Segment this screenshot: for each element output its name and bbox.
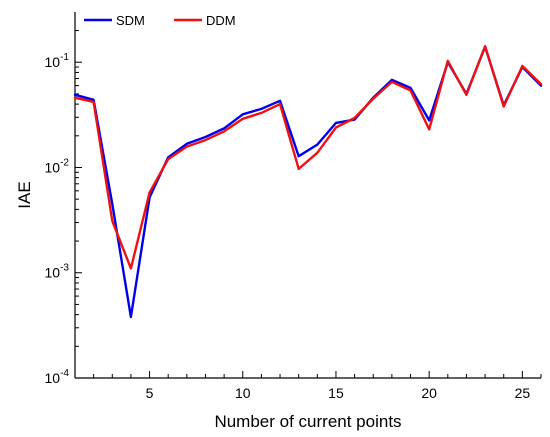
y-tick-label: 10-1 [45, 52, 70, 70]
legend-label-ddm: DDM [206, 13, 236, 28]
x-tick-label: 20 [421, 385, 437, 401]
y-tick-label: 10-3 [45, 263, 70, 281]
x-tick-label: 15 [328, 385, 344, 401]
y-tick-label: 10-4 [45, 368, 70, 386]
legend-label-sdm: SDM [116, 13, 145, 28]
series-layer [73, 45, 543, 319]
x-axis-title: Number of current points [214, 412, 401, 431]
axes: 5 10 15 20 25 10-4 10-3 10-2 10-1 [45, 12, 542, 401]
x-tick-label: 10 [235, 385, 251, 401]
series-line-ddm [73, 45, 543, 270]
series-line-sdm [73, 45, 543, 319]
x-tick-label: 25 [515, 385, 531, 401]
y-tick-label: 10-2 [45, 157, 70, 175]
x-tick-label: 5 [146, 385, 154, 401]
y-axis-title: IAE [15, 181, 34, 208]
legend: SDM DDM [84, 13, 236, 28]
